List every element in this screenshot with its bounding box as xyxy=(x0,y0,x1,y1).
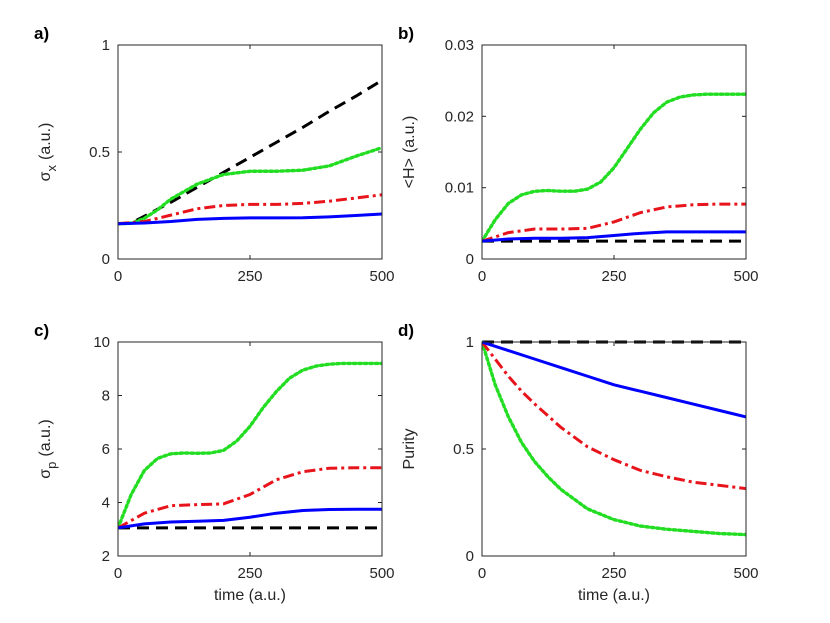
x-tick-label: 0 xyxy=(114,565,122,582)
axes-frame xyxy=(117,44,383,260)
series-line-dash-dot xyxy=(482,202,746,243)
x-axis-label: time (a.u.) xyxy=(214,587,286,604)
axes-frame xyxy=(481,44,747,260)
y-tick-label: 0 xyxy=(466,251,474,268)
panel-b: 0 250 500 0 0.01 0.02 0.03 b) <H>(a.u.) xyxy=(398,24,759,285)
series-line-dashed xyxy=(118,79,382,226)
series-line-dash-dot xyxy=(482,341,746,491)
y-tick-label: 6 xyxy=(102,441,110,458)
y-tick-label: 4 xyxy=(102,495,110,512)
series-line-dash-dot xyxy=(118,193,382,226)
y-tick-label: 8 xyxy=(102,388,110,405)
y-tick-label: 10 xyxy=(93,334,110,351)
y-tick-label: 2 xyxy=(102,548,110,565)
x-tick-label: 500 xyxy=(733,565,758,582)
y-tick-label: 0.5 xyxy=(453,441,474,458)
series-line-solid xyxy=(118,507,382,530)
y-tick-label: 0.02 xyxy=(445,108,474,125)
panel-label: b) xyxy=(398,24,414,43)
y-axis-label: <H>(a.u.) xyxy=(401,116,418,189)
axes-frame xyxy=(481,341,747,557)
panel-label: d) xyxy=(398,321,414,340)
series-line-solid xyxy=(118,212,382,226)
x-tick-label: 250 xyxy=(237,268,262,285)
panel-label: c) xyxy=(34,321,49,340)
panel-label: a) xyxy=(34,24,49,43)
y-tick-label: 1 xyxy=(102,37,110,54)
x-tick-label: 0 xyxy=(478,268,486,285)
y-tick-label: 0 xyxy=(102,251,110,268)
x-tick-label: 0 xyxy=(478,565,486,582)
x-tick-label: 500 xyxy=(369,268,394,285)
series-line-dotted xyxy=(118,361,382,530)
series-line-dotted xyxy=(482,340,746,537)
series-line-solid xyxy=(482,230,746,243)
panel-c: 0 250 500 2 4 6 8 10 c) σp(a.u.) time (a.u.) xyxy=(34,321,395,604)
y-tick-label: 0.5 xyxy=(89,144,110,161)
y-axis-label: σp(a.u.) xyxy=(37,419,59,478)
x-tick-label: 250 xyxy=(601,565,626,582)
x-tick-label: 250 xyxy=(601,268,626,285)
x-tick-label: 0 xyxy=(114,268,122,285)
series-line-dash-dot xyxy=(118,466,382,530)
x-axis-label: time (a.u.) xyxy=(578,587,650,604)
x-tick-label: 500 xyxy=(733,268,758,285)
y-axis-label: Purity xyxy=(401,429,418,470)
y-tick-label: 0 xyxy=(466,548,474,565)
x-tick-label: 500 xyxy=(369,565,394,582)
y-tick-label: 0.03 xyxy=(445,37,474,54)
series-line-solid xyxy=(482,340,746,419)
series-line-dotted xyxy=(118,146,382,226)
x-tick-label: 250 xyxy=(237,565,262,582)
y-tick-label: 1 xyxy=(466,334,474,351)
panel-d: 0 250 500 0 0.5 1 d) Purity time (a.u.) xyxy=(398,321,759,604)
series-line-dotted xyxy=(482,92,746,243)
panel-a: 0 250 500 0 0.5 1 a) σx(a.u.) xyxy=(34,24,395,285)
y-axis-label: σx(a.u.) xyxy=(37,123,59,182)
y-tick-label: 0.01 xyxy=(445,180,474,197)
